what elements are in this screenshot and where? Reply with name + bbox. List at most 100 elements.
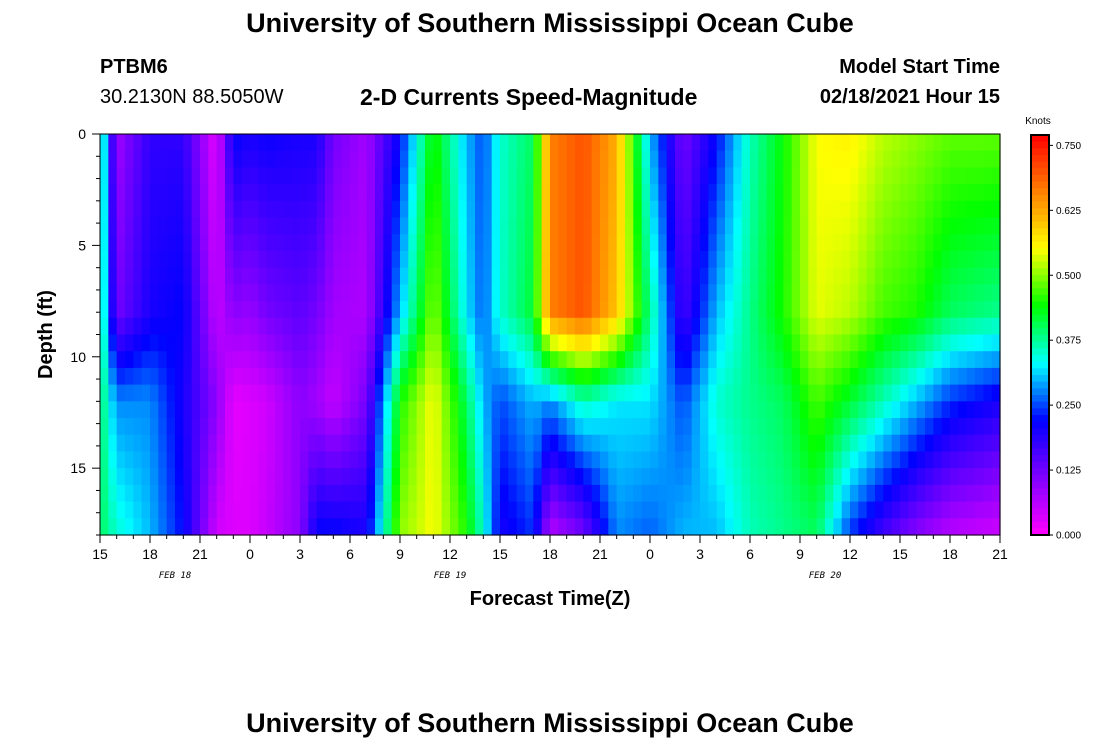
heatmap-cell	[208, 301, 218, 319]
heatmap-cell	[275, 501, 284, 519]
heatmap-cell	[358, 484, 368, 503]
heatmap-cell	[408, 484, 418, 503]
heatmap-cell	[850, 284, 859, 302]
heatmap-cell	[358, 468, 368, 486]
heatmap-cell	[500, 518, 509, 536]
heatmap-cell	[483, 134, 493, 152]
heatmap-cell	[808, 451, 818, 469]
heatmap-cell	[208, 418, 218, 436]
heatmap-cell	[908, 184, 918, 202]
heatmap-cell	[825, 184, 834, 202]
heatmap-cell	[791, 284, 801, 302]
heatmap-cell	[333, 234, 343, 252]
heatmap-cell	[133, 301, 143, 319]
heatmap-cell	[108, 484, 118, 503]
heatmap-cell	[800, 284, 809, 302]
heatmap-cell	[991, 150, 1001, 169]
heatmap-cell	[783, 451, 793, 469]
heatmap-cell	[183, 317, 193, 336]
heatmap-cell	[716, 134, 726, 152]
heatmap-cell	[583, 267, 593, 285]
heatmap-cell	[500, 401, 509, 419]
heatmap-cell	[325, 301, 334, 319]
heatmap-cell	[725, 384, 734, 402]
heatmap-cell	[475, 484, 484, 503]
heatmap-cell	[225, 418, 234, 436]
heatmap-cell	[475, 518, 484, 536]
heatmap-cell	[500, 451, 509, 469]
heatmap-cell	[891, 150, 901, 169]
heatmap-cell	[350, 401, 359, 419]
heatmap-cell	[183, 501, 193, 519]
heatmap-cell	[375, 468, 384, 486]
heatmap-cell	[341, 234, 351, 252]
heatmap-cell	[625, 451, 634, 469]
heatmap-cell	[783, 184, 793, 202]
heatmap-cell	[100, 501, 109, 519]
heatmap-cell	[933, 518, 943, 536]
heatmap-cell	[541, 200, 551, 219]
heatmap-cell	[891, 501, 901, 519]
heatmap-cell	[625, 217, 634, 235]
colorbar-swatch	[1031, 468, 1049, 476]
heatmap-cell	[483, 484, 493, 503]
heatmap-cell	[516, 134, 526, 152]
heatmap-cell	[733, 284, 743, 302]
heatmap-cell	[366, 518, 376, 536]
heatmap-cell	[375, 418, 384, 436]
heatmap-cell	[800, 501, 809, 519]
heatmap-cell	[900, 150, 909, 169]
heatmap-cell	[325, 501, 334, 519]
heatmap-cell	[108, 367, 118, 386]
colorbar-swatch	[1031, 381, 1049, 389]
heatmap-cell	[966, 401, 976, 419]
heatmap-cell	[600, 134, 609, 152]
heatmap-cell	[291, 317, 301, 336]
heatmap-cell	[283, 434, 293, 453]
heatmap-cell	[558, 250, 568, 269]
heatmap-cell	[416, 334, 426, 352]
heatmap-cell	[258, 418, 268, 436]
heatmap-cell	[641, 167, 651, 185]
heatmap-cell	[825, 501, 834, 519]
heatmap-cell	[625, 401, 634, 419]
heatmap-cell	[466, 451, 476, 469]
heatmap-cell	[658, 418, 668, 436]
heatmap-cell	[466, 418, 476, 436]
heatmap-cell	[733, 451, 743, 469]
heatmap-cell	[266, 284, 276, 302]
heatmap-cell	[400, 518, 409, 536]
heatmap-cell	[333, 200, 343, 219]
heatmap-cell	[875, 317, 884, 336]
heatmap-cell	[433, 167, 443, 185]
heatmap-cell	[250, 384, 259, 402]
heatmap-cell	[241, 234, 251, 252]
heatmap-cell	[250, 468, 259, 486]
heatmap-cell	[866, 384, 876, 402]
heatmap-cell	[808, 418, 818, 436]
heatmap-cell	[641, 418, 651, 436]
heatmap-cell	[358, 401, 368, 419]
heatmap-cell	[508, 334, 518, 352]
heatmap-cell	[583, 351, 593, 369]
heatmap-cell	[516, 167, 526, 185]
heatmap-cell	[541, 317, 551, 336]
heatmap-cell	[758, 301, 768, 319]
heatmap-cell	[141, 134, 151, 152]
heatmap-cell	[408, 134, 418, 152]
heatmap-cell	[266, 200, 276, 219]
heatmap-cell	[766, 134, 776, 152]
heatmap-cell	[833, 134, 843, 152]
heatmap-cell	[133, 451, 143, 469]
heatmap-cell	[666, 167, 676, 185]
heatmap-cell	[791, 351, 801, 369]
heatmap-cell	[966, 267, 976, 285]
heatmap-cell	[641, 367, 651, 386]
heatmap-cell	[850, 317, 859, 336]
heatmap-cell	[458, 401, 468, 419]
heatmap-cell	[666, 501, 676, 519]
heatmap-cell	[550, 468, 559, 486]
colorbar-swatch	[1031, 328, 1049, 336]
colorbar-swatch	[1031, 401, 1049, 409]
heatmap-cell	[716, 418, 726, 436]
